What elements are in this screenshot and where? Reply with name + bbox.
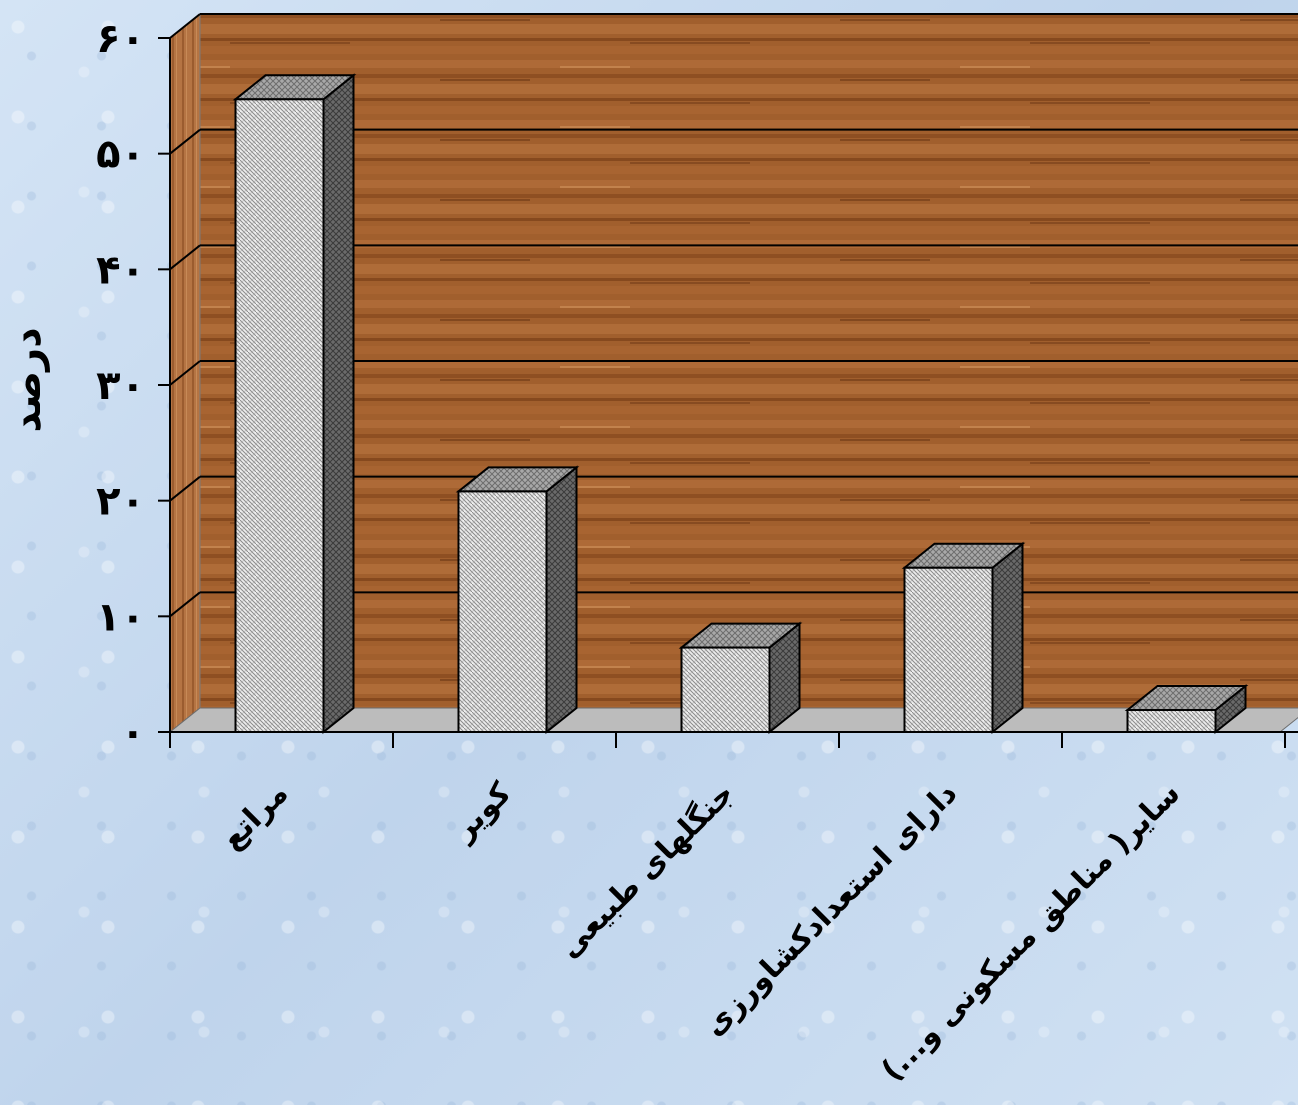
bar bbox=[678, 621, 803, 735]
bar bbox=[232, 73, 357, 735]
bar bbox=[455, 465, 580, 735]
gridline-side bbox=[169, 360, 201, 386]
bar bbox=[1124, 683, 1249, 735]
y-axis-ticks: ۰ ۱۰ ۲۰ ۳۰ ۴۰ ۵۰ ۶۰ bbox=[96, 16, 170, 756]
y-tick-label: ۰ bbox=[121, 710, 145, 756]
gridline-side bbox=[169, 244, 201, 271]
bar-side bbox=[322, 73, 355, 735]
bar-front bbox=[457, 490, 548, 733]
bars bbox=[232, 73, 1249, 735]
x-tick-label: جنگلهای طبیعی bbox=[551, 775, 741, 965]
y-tick-label: ۱۰ bbox=[96, 594, 145, 640]
y-axis-label: درصد bbox=[4, 327, 50, 432]
x-tick-label: کویر bbox=[445, 776, 518, 849]
bar-front bbox=[1126, 709, 1217, 733]
x-tick-label: دارای استعدادکشاورزی bbox=[697, 776, 964, 1043]
bar-front bbox=[234, 98, 325, 733]
bar bbox=[901, 541, 1026, 735]
y-tick-label: ۲۰ bbox=[96, 479, 145, 525]
bar-side bbox=[991, 541, 1024, 735]
gridlines bbox=[169, 13, 1298, 618]
x-tick-label: مراتع bbox=[214, 776, 295, 857]
y-tick-label: ۴۰ bbox=[96, 247, 145, 293]
bar-front bbox=[903, 566, 994, 734]
bar-front bbox=[680, 646, 771, 734]
gridline-side bbox=[169, 13, 201, 39]
bar-side bbox=[545, 465, 578, 735]
y-tick-label: ۳۰ bbox=[96, 363, 145, 409]
y-tick-label: ۶۰ bbox=[96, 16, 145, 62]
gridline-side bbox=[169, 128, 201, 155]
gridline-side bbox=[169, 591, 201, 618]
gridline-side bbox=[169, 475, 201, 502]
y-tick-label: ۵۰ bbox=[96, 132, 145, 178]
